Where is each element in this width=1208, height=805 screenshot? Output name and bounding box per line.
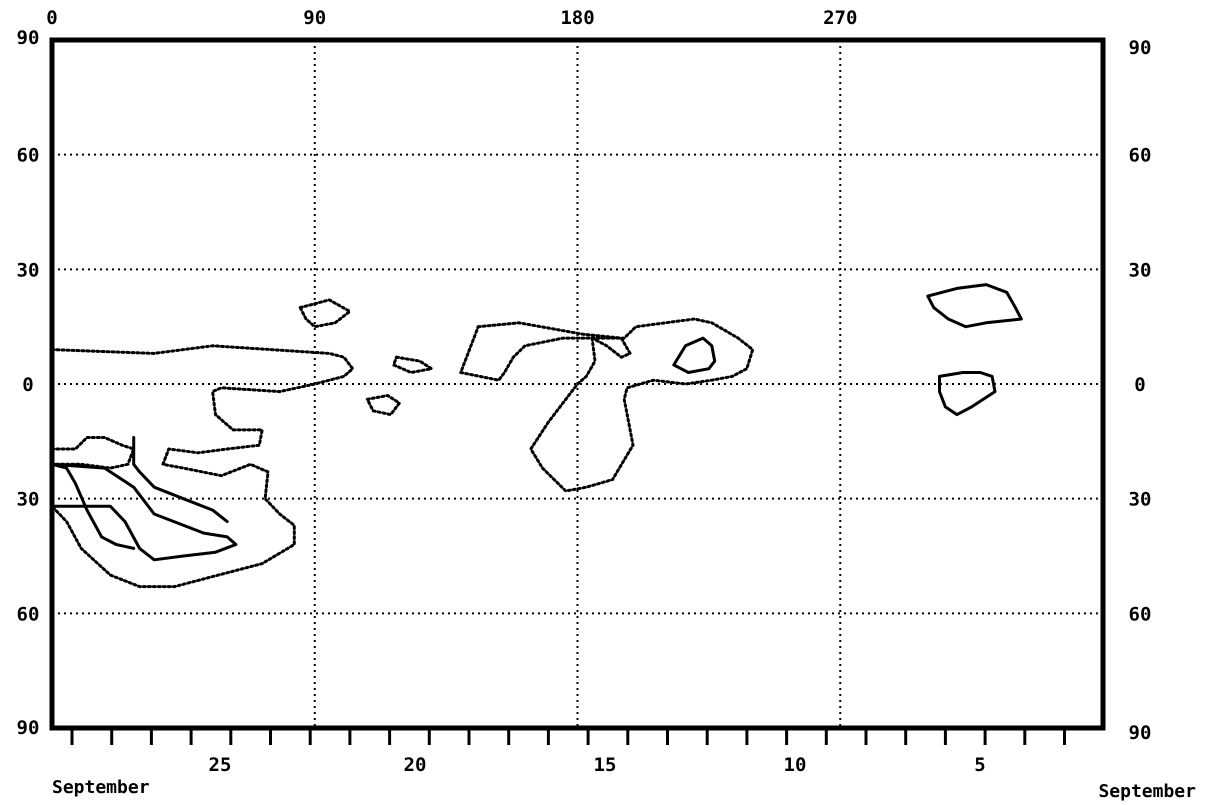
bottom-tick-label: 5: [974, 754, 985, 776]
left-tick-label: 30: [17, 489, 40, 511]
contour-line: [132, 436, 229, 524]
right-tick-label: 90: [1129, 37, 1152, 59]
left-tick-label: 30: [17, 259, 40, 281]
left-tick-label: 90: [17, 717, 40, 739]
right-tick-label: 0: [1134, 374, 1145, 396]
contour-line: [926, 283, 1023, 329]
contour-line: [672, 336, 717, 374]
contour-line: [50, 344, 355, 589]
contour-line: [50, 462, 238, 562]
top-tick-label: 0: [46, 7, 57, 29]
right-tick-label: 90: [1129, 722, 1152, 744]
contour-line: [50, 436, 136, 470]
contour-line: [529, 317, 755, 493]
contour-line: [392, 355, 433, 374]
bottom-tick-label: 15: [594, 754, 617, 776]
contour-line: [459, 321, 632, 382]
axis-labels: 0 90 180 270 90 60 30 0 30 60 90 90 60 30 0 30 60 90 25 20 1…: [17, 7, 1197, 802]
right-tick-label: 30: [1129, 489, 1152, 511]
left-tick-label: 90: [17, 27, 40, 49]
bottom-ticks: [70, 728, 1066, 745]
contour-line: [938, 371, 997, 417]
top-tick-label: 270: [823, 7, 857, 29]
contour-line: [365, 394, 401, 417]
top-tick-label: 90: [303, 7, 326, 29]
contour-lines: [50, 283, 1023, 589]
left-tick-label: 0: [22, 374, 33, 396]
left-tick-label: 60: [17, 603, 40, 625]
right-tick-label: 60: [1129, 145, 1152, 167]
bottom-tick-label: 25: [209, 754, 232, 776]
month-label-right: September: [1098, 781, 1196, 802]
right-tick-label: 30: [1129, 259, 1152, 281]
left-tick-label: 60: [17, 145, 40, 167]
right-tick-label: 60: [1129, 603, 1152, 625]
bottom-tick-label: 10: [784, 754, 807, 776]
top-tick-label: 180: [560, 7, 594, 29]
contour-line: [298, 298, 352, 329]
plot-frame: [49, 37, 1106, 731]
contour-line: [50, 462, 136, 550]
month-label-left: September: [52, 777, 150, 798]
bottom-tick-label: 20: [404, 754, 427, 776]
